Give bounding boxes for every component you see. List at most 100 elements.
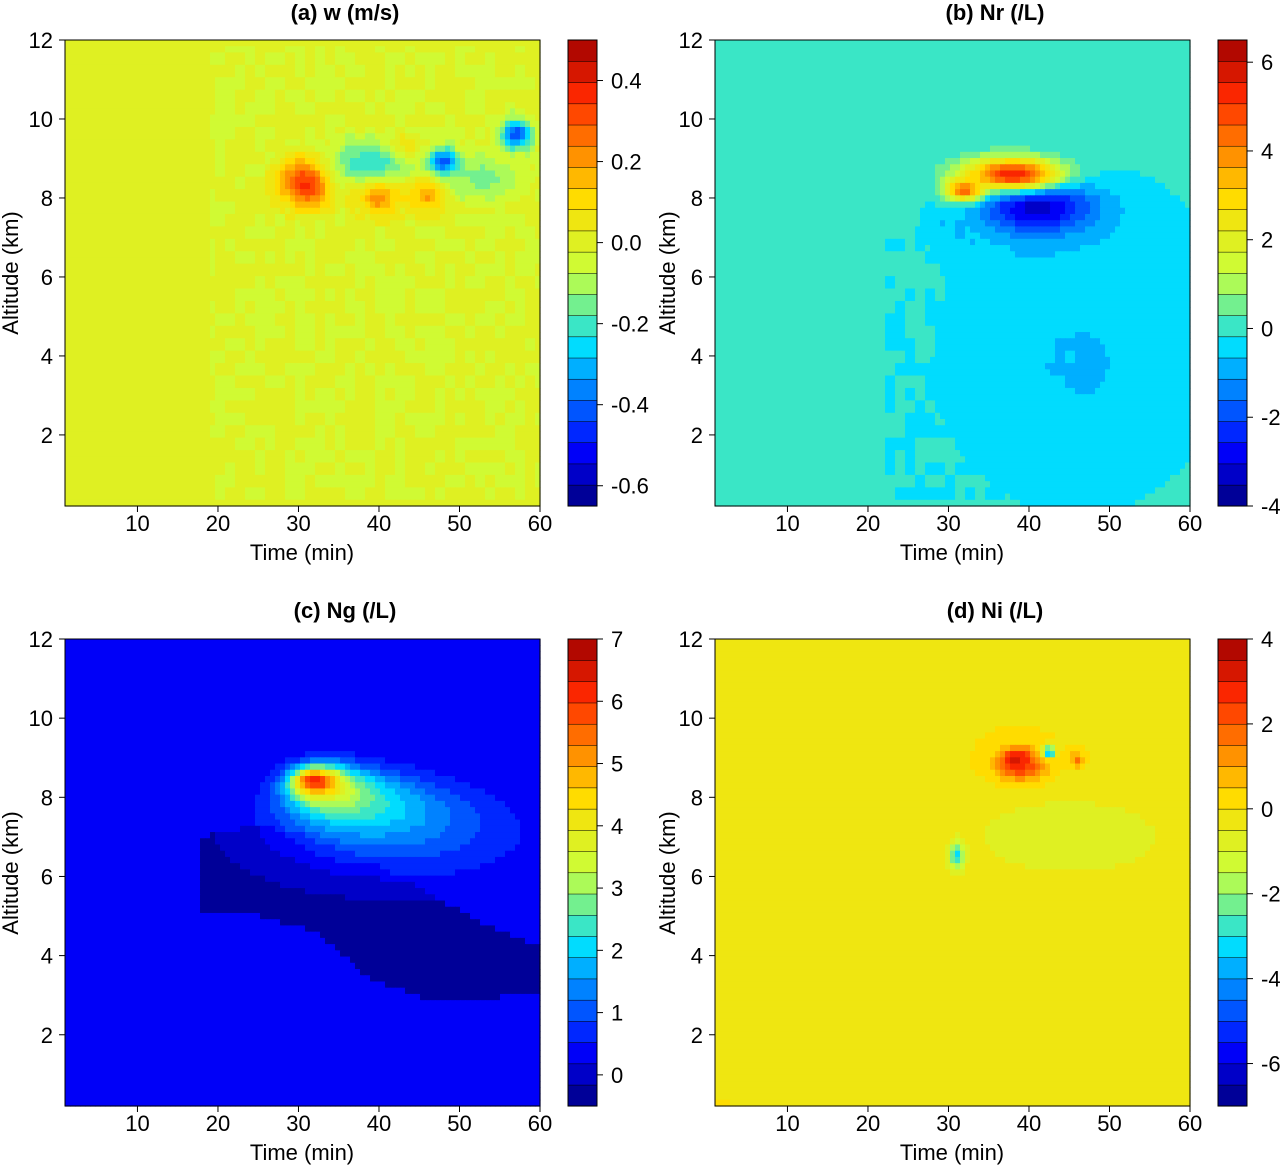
heatmap-cell [120, 213, 126, 221]
heatmap-cell [190, 151, 196, 159]
heatmap-cell [180, 269, 186, 277]
heatmap-cell [255, 338, 261, 346]
heatmap-cell [525, 232, 531, 240]
heatmap-cell [315, 238, 321, 246]
heatmap-cell [160, 356, 166, 364]
heatmap-cell [385, 207, 391, 215]
heatmap-cell [455, 213, 461, 221]
heatmap-cell [305, 126, 311, 134]
heatmap-cell [270, 238, 276, 246]
heatmap-cell [290, 226, 296, 234]
heatmap-cell [275, 251, 281, 259]
heatmap-cell [190, 182, 196, 190]
heatmap-cell [95, 120, 101, 128]
heatmap-cell [510, 126, 516, 134]
heatmap-cell [340, 189, 346, 196]
heatmap-cell [430, 282, 436, 290]
heatmap-cell [420, 64, 426, 72]
heatmap-cell [490, 164, 496, 172]
heatmap-cell [245, 350, 251, 358]
heatmap-cell [295, 350, 301, 358]
heatmap-cell [265, 257, 271, 265]
heatmap-cell [230, 145, 236, 153]
heatmap-cell [340, 102, 346, 109]
heatmap-cell [175, 40, 181, 47]
heatmap-cell [225, 238, 231, 246]
heatmap-cell [445, 300, 451, 308]
heatmap-cell [360, 83, 366, 91]
heatmap-cell [395, 195, 401, 203]
heatmap-cell [65, 176, 71, 184]
heatmap-cell [90, 164, 96, 172]
heatmap-cell [355, 294, 361, 302]
heatmap-cell [130, 313, 136, 321]
heatmap-cell [435, 102, 441, 109]
heatmap-cell [260, 139, 266, 147]
heatmap-cell [110, 238, 116, 246]
heatmap-cell [445, 40, 451, 47]
heatmap-cell [180, 288, 186, 296]
heatmap-cell [205, 114, 211, 122]
heatmap-cell [480, 307, 486, 314]
heatmap-cell [70, 139, 76, 147]
heatmap-cell [315, 40, 321, 47]
heatmap-cell [95, 164, 101, 172]
heatmap-cell [415, 207, 421, 215]
heatmap-cell [260, 164, 266, 172]
heatmap-cell [200, 356, 206, 364]
heatmap-cell [460, 151, 466, 159]
heatmap-cell [430, 313, 436, 321]
heatmap-cell [305, 288, 311, 296]
heatmap-cell [335, 108, 341, 116]
heatmap-cell [310, 245, 316, 252]
heatmap-cell [425, 226, 431, 234]
heatmap-cell [275, 120, 281, 128]
heatmap-cell [80, 332, 86, 339]
heatmap-cell [290, 114, 296, 122]
heatmap-cell [130, 40, 136, 47]
heatmap-cell [145, 71, 151, 78]
heatmap-cell [180, 313, 186, 321]
heatmap-cell [290, 64, 296, 72]
heatmap-cell [265, 170, 271, 178]
heatmap-cell [485, 64, 491, 72]
heatmap-cell [410, 133, 416, 141]
heatmap-cell [235, 176, 241, 184]
heatmap-cell [425, 238, 431, 246]
heatmap-cell [530, 83, 536, 91]
heatmap-cell [515, 207, 521, 215]
heatmap-cell [340, 226, 346, 234]
heatmap-cell [370, 245, 376, 252]
heatmap-cell [215, 151, 221, 159]
heatmap-cell [75, 213, 81, 221]
heatmap-cell [280, 257, 286, 265]
heatmap-cell [505, 195, 511, 203]
heatmap-cell [125, 294, 131, 302]
heatmap-cell [360, 344, 366, 352]
heatmap-cell [90, 363, 96, 370]
heatmap-cell [355, 332, 361, 339]
heatmap-cell [430, 307, 436, 314]
heatmap-cell [435, 207, 441, 215]
heatmap-cell [310, 232, 316, 240]
heatmap-cell [420, 251, 426, 259]
heatmap-cell [420, 344, 426, 352]
heatmap-cell [500, 145, 506, 153]
heatmap-cell [515, 263, 521, 271]
heatmap-cell [370, 139, 376, 147]
heatmap-cell [265, 332, 271, 339]
heatmap-cell [110, 263, 116, 271]
heatmap-cell [130, 189, 136, 196]
heatmap-cell [495, 251, 501, 259]
heatmap-cell [145, 251, 151, 259]
heatmap-cell [350, 133, 356, 141]
heatmap-cell [460, 344, 466, 352]
heatmap-cell [150, 226, 156, 234]
heatmap-cell [255, 332, 261, 339]
heatmap-cell [490, 158, 496, 165]
heatmap-cell [525, 307, 531, 314]
heatmap-cell [320, 64, 326, 72]
heatmap-cell [115, 319, 121, 327]
heatmap-cell [515, 151, 521, 159]
heatmap-cell [265, 288, 271, 296]
